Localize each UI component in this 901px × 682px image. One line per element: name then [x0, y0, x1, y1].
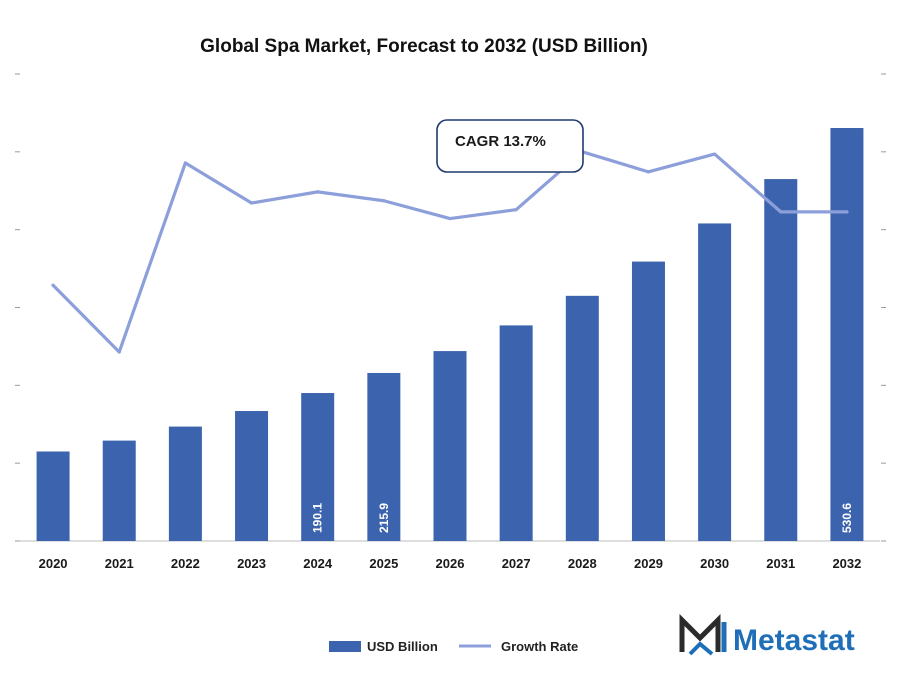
bar-2029	[631, 261, 665, 541]
x-axis-tick-labels: 2020 2021 2022 2023 2024 2025 2026 2027 2028 2029…	[39, 556, 862, 571]
x-tick-label-2028: 2028	[568, 556, 597, 571]
growth-rate-point-2030	[713, 152, 717, 156]
metastat-logo-text: Metastat	[733, 624, 855, 657]
legend-label-usd-billion: USD Billion	[367, 639, 438, 654]
x-tick-label-2021: 2021	[105, 556, 134, 571]
right-axis-ticks	[881, 73, 886, 542]
growth-rate-point-2027	[514, 208, 518, 212]
bar-2021	[102, 440, 136, 541]
cagr-callout-text: CAGR 13.7%	[455, 133, 546, 150]
bar-value-label-2024: 190.1	[311, 503, 325, 533]
x-tick-label-2023: 2023	[237, 556, 266, 571]
legend-label-growth-rate: Growth Rate	[501, 639, 578, 654]
bar-2020	[36, 451, 70, 541]
legend: USD Billion Growth Rate	[329, 639, 578, 654]
chart-title: Global Spa Market, Forecast to 2032 (USD…	[200, 36, 648, 57]
growth-rate-point-2024	[316, 190, 320, 194]
x-tick-label-2020: 2020	[39, 556, 68, 571]
cagr-callout: CAGR 13.7%	[436, 119, 584, 173]
legend-swatch-usd-billion	[329, 641, 361, 652]
bar-2026	[433, 351, 467, 541]
cagr-callout-box	[436, 119, 584, 173]
bar-value-labels: 190.1 215.9 530.6	[311, 503, 854, 533]
growth-rate-point-2025	[382, 199, 386, 203]
growth-rate-point-2023	[249, 201, 254, 205]
x-tick-label-2031: 2031	[766, 556, 795, 571]
bar-2027	[499, 325, 533, 541]
bar-2031	[764, 179, 798, 541]
growth-rate-point-2031	[779, 210, 783, 214]
bar-2024	[301, 393, 335, 541]
growth-rate-point-2026	[448, 216, 452, 221]
x-tick-label-2025: 2025	[369, 556, 398, 571]
growth-rate-point-2032	[845, 210, 849, 214]
growth-rate-point-2020	[51, 283, 55, 287]
x-tick-label-2022: 2022	[171, 556, 200, 571]
bar-value-label-2025: 215.9	[377, 503, 391, 533]
metastat-logo: Metastat	[679, 613, 855, 657]
bar-series	[36, 128, 864, 541]
growth-rate-series	[51, 150, 849, 354]
bar-value-label-2032: 530.6	[840, 503, 854, 533]
x-tick-label-2032: 2032	[832, 556, 861, 571]
growth-rate-point-2021	[117, 350, 121, 354]
bar-2025	[367, 372, 401, 541]
bar-2022	[168, 426, 202, 541]
x-tick-label-2026: 2026	[436, 556, 465, 571]
bar-2028	[565, 295, 599, 541]
bar-2023	[235, 411, 269, 541]
growth-rate-point-2022	[183, 161, 187, 165]
left-axis-ticks	[15, 73, 20, 542]
x-tick-label-2027: 2027	[502, 556, 531, 571]
x-tick-label-2029: 2029	[634, 556, 663, 571]
x-tick-label-2030: 2030	[700, 556, 729, 571]
bar-2030	[698, 223, 732, 541]
x-tick-label-2024: 2024	[303, 556, 333, 571]
metastat-logo-mark	[679, 613, 727, 656]
bar-2032	[830, 128, 864, 541]
growth-rate-point-2029	[646, 170, 651, 174]
